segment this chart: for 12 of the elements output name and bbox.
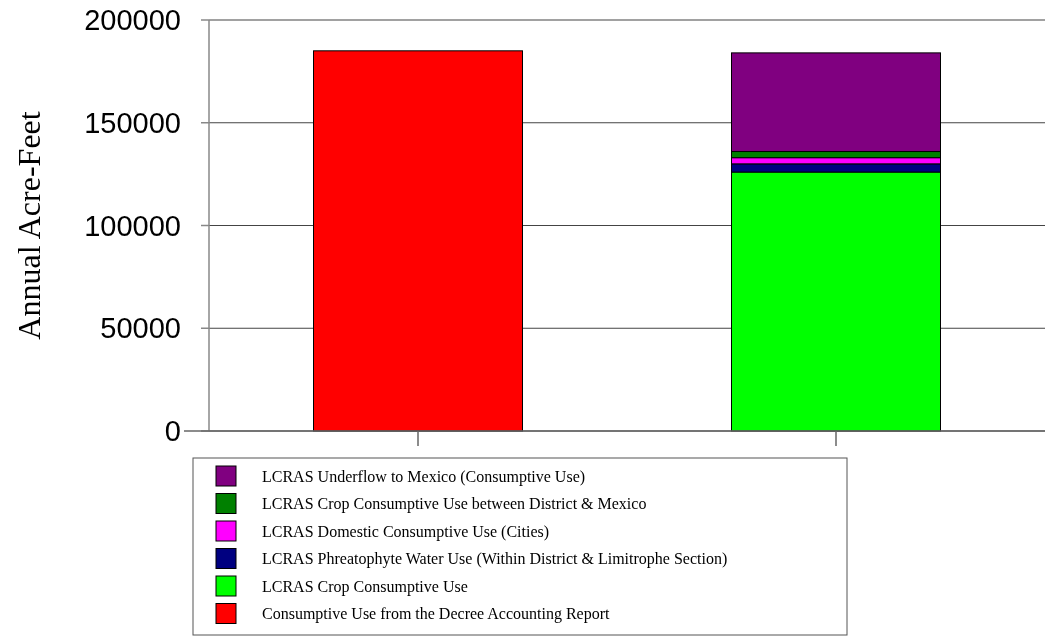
legend-label: LCRAS Underflow to Mexico (Consumptive Use) — [262, 467, 586, 486]
y-tick-label: 50000 — [100, 312, 181, 345]
y-axis-title: Annual Acre-Feet — [11, 111, 47, 340]
y-tick-label: 0 — [164, 415, 181, 448]
y-tick-label: 200000 — [84, 4, 181, 37]
legend-label: LCRAS Crop Consumptive Use between District & Mexico — [262, 495, 647, 514]
y-tick-label: 150000 — [84, 106, 181, 139]
legend-label: LCRAS Phreatophyte Water Use (Within District & Limitrophe Section) — [262, 550, 728, 569]
legend-label: Consumptive Use from the Decree Accounting Report — [262, 605, 611, 624]
y-tick-label: 100000 — [84, 209, 181, 242]
legend-label: LCRAS Domestic Consumptive Use (Cities) — [262, 522, 550, 541]
legend-label: LCRAS Crop Consumptive Use — [262, 577, 468, 596]
